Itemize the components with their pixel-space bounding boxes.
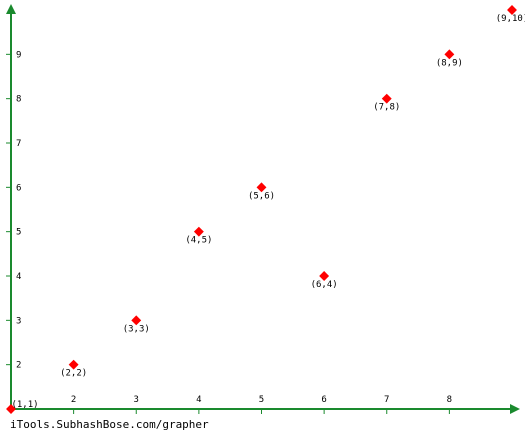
point-label-3-3: (3,3) [123,324,150,334]
y-tick-label-5: 5 [16,228,21,238]
point-label-2-2: (2,2) [60,369,87,379]
point-label-5-6: (5,6) [248,191,275,201]
y-tick-label-8: 8 [16,95,21,105]
x-tick-label-7: 7 [384,395,389,405]
x-tick-label-8: 8 [447,395,452,405]
y-tick-label-2: 2 [16,361,21,371]
point-label-6-4: (6,4) [311,280,338,290]
x-axis-arrow [510,404,520,414]
y-tick-label-7: 7 [16,139,21,149]
y-tick-label-6: 6 [16,183,21,193]
x-tick-label-6: 6 [321,395,326,405]
point-label-8-9: (8,9) [436,58,463,68]
y-tick-label-3: 3 [16,316,21,326]
x-tick-label-2: 2 [71,395,76,405]
point-label-1-1: (1,1) [11,400,38,410]
y-axis-arrow [6,4,16,14]
point-label-9-10: (9,10) [496,14,525,24]
x-tick-label-5: 5 [259,395,264,405]
point-label-4-5: (4,5) [185,236,212,246]
x-tick-label-4: 4 [196,395,201,405]
y-tick-label-4: 4 [16,272,21,282]
x-tick-label-3: 3 [134,395,139,405]
point-label-7-8: (7,8) [373,103,400,113]
y-tick-label-9: 9 [16,50,21,60]
footer-credit: iTools.SubhashBose.com/grapher [10,418,209,431]
